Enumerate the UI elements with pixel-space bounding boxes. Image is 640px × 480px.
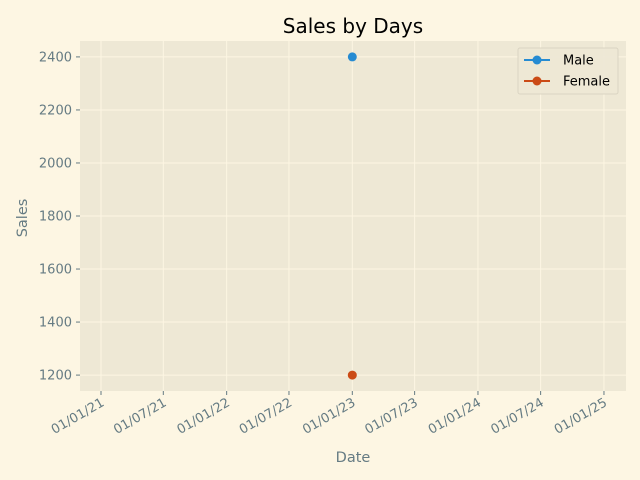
data-point (347, 52, 357, 62)
y-tick-label: 1200 (39, 369, 72, 384)
legend-marker (532, 55, 542, 65)
x-axis-label: Date (336, 450, 371, 466)
legend: Male Female (517, 47, 619, 95)
y-tick-label: 2000 (39, 156, 72, 171)
y-tick-label: 1400 (39, 316, 72, 331)
y-tick-labels: 1200 1400 1600 1800 2000 2200 2400 (39, 50, 80, 384)
data-point (347, 370, 357, 380)
data-series (347, 52, 357, 380)
y-tick-label: 1800 (39, 210, 72, 225)
legend-label: Male (563, 54, 594, 69)
y-axis-label: Sales (15, 199, 31, 238)
chart-title: Sales by Days (283, 14, 423, 38)
legend-label: Female (563, 75, 610, 90)
y-tick-label: 2200 (39, 103, 72, 118)
legend-marker (532, 76, 542, 86)
y-tick-label: 2400 (39, 50, 72, 65)
y-tick-label: 1600 (39, 263, 72, 278)
